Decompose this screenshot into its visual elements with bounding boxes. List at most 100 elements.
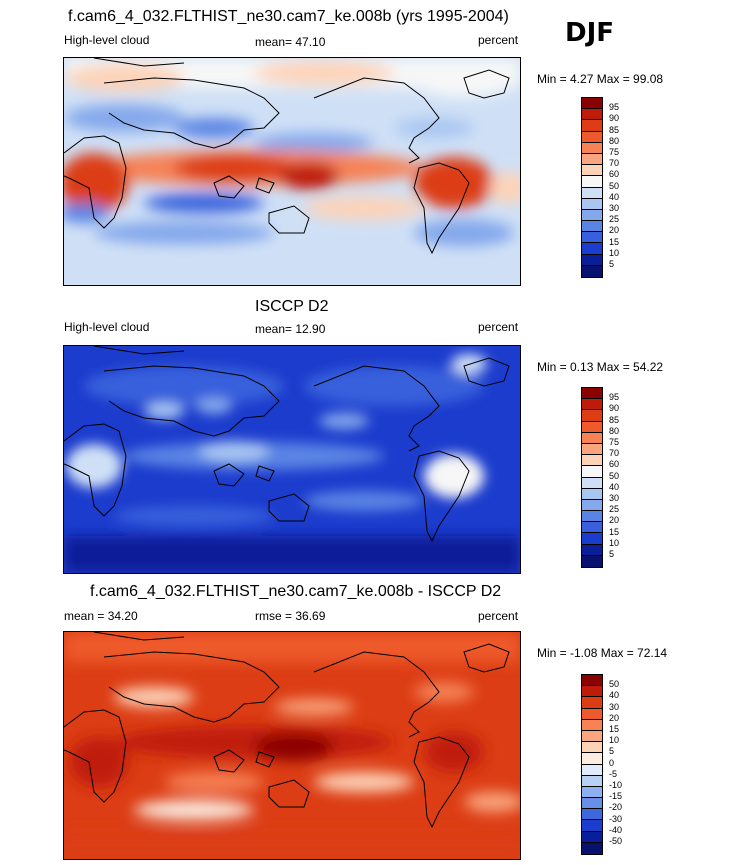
colorbar-tick-label: -20 xyxy=(609,802,623,813)
colorbar-swatch xyxy=(582,742,602,754)
colorbar-swatch xyxy=(582,265,602,277)
colorbar-tick-label: 95 xyxy=(609,392,620,403)
panel3-mean-label: mean = 34.20 xyxy=(64,609,138,623)
colorbar-tick-label: 25 xyxy=(609,504,620,515)
colorbar-tick-label: 50 xyxy=(609,679,620,690)
panel3-colorbar xyxy=(581,674,603,855)
colorbar-swatch xyxy=(582,399,602,411)
colorbar-swatch xyxy=(582,831,602,843)
colorbar-swatch xyxy=(582,730,602,743)
colorbar-tick-label: 20 xyxy=(609,225,620,236)
colorbar-swatch xyxy=(582,98,602,110)
colorbar-swatch xyxy=(582,719,602,731)
colorbar-swatch xyxy=(582,809,602,821)
colorbar-swatch xyxy=(582,165,602,177)
panel3-minmax-label: Min = -1.08 Max = 72.14 xyxy=(537,646,668,660)
panel1-units-label: percent xyxy=(478,33,519,47)
colorbar-swatch xyxy=(582,488,602,500)
panel1-variable-label: High-level cloud xyxy=(64,33,150,47)
colorbar-tick-label: 15 xyxy=(609,526,620,537)
colorbar-tick-label: -40 xyxy=(609,824,623,835)
panel3-colorbar-ticks: 50 40 30 20 15 10 5 0 -5 -10 -15 -20 -30 -40 -50 xyxy=(581,674,631,854)
colorbar-swatch xyxy=(582,232,602,244)
colorbar-swatch xyxy=(582,432,602,444)
colorbar-tick-label: -50 xyxy=(609,836,623,846)
colorbar-swatch xyxy=(582,555,602,567)
colorbar-tick-label: 40 xyxy=(609,481,620,492)
colorbar-swatch xyxy=(582,522,602,534)
colorbar-swatch xyxy=(582,764,602,776)
colorbar-tick-label: 30 xyxy=(609,203,620,213)
colorbar-swatch xyxy=(582,786,602,799)
panel1-minmax-label: Min = 4.27 Max = 99.08 xyxy=(537,72,664,86)
colorbar-tick-label: 60 xyxy=(609,169,620,180)
colorbar-swatch xyxy=(582,221,602,233)
colorbar-swatch xyxy=(582,176,602,188)
colorbar-swatch xyxy=(582,142,602,154)
season-label: DJF xyxy=(565,18,615,48)
colorbar-swatch xyxy=(582,109,602,121)
colorbar-swatch xyxy=(582,153,602,166)
colorbar-tick-label: 85 xyxy=(609,414,620,425)
panel2-title: ISCCP D2 xyxy=(255,298,329,315)
colorbar-tick-label: 20 xyxy=(609,515,620,526)
colorbar-swatch xyxy=(582,443,602,456)
panel1-colorbar xyxy=(581,97,603,278)
colorbar-swatch xyxy=(582,533,602,545)
colorbar-swatch xyxy=(582,511,602,523)
colorbar-tick-label: 10 xyxy=(609,537,620,548)
panel2-colorbar xyxy=(581,387,603,568)
colorbar-swatch xyxy=(582,187,602,199)
colorbar-tick-label: 40 xyxy=(609,690,620,701)
colorbar-tick-label: -15 xyxy=(609,791,623,802)
colorbar-swatch xyxy=(582,198,602,210)
colorbar-tick-label: 10 xyxy=(609,247,620,258)
panel1-map-svg xyxy=(64,58,520,285)
colorbar-swatch xyxy=(582,131,602,143)
colorbar-swatch xyxy=(582,466,602,478)
colorbar-tick-label: 30 xyxy=(609,701,620,712)
colorbar-tick-label: 25 xyxy=(609,214,620,225)
colorbar-swatch xyxy=(582,421,602,433)
colorbar-tick-label: 90 xyxy=(609,113,620,124)
colorbar-swatch xyxy=(582,798,602,810)
panel2-map xyxy=(63,345,521,574)
colorbar-tick-label: 50 xyxy=(609,470,620,481)
colorbar-tick-label: 90 xyxy=(609,403,620,414)
colorbar-tick-label: 60 xyxy=(609,459,620,470)
panel3-title: f.cam6_4_032.FLTHIST_ne30.cam7_ke.008b -… xyxy=(90,583,502,600)
panel3-map xyxy=(63,631,521,860)
colorbar-tick-label: 5 xyxy=(609,746,615,757)
colorbar-swatch xyxy=(582,477,602,489)
panel2-mean-label: mean= 12.90 xyxy=(255,322,326,336)
panel3-rmse-label: rmse = 36.69 xyxy=(255,609,326,623)
colorbar-tick-label: 20 xyxy=(609,712,620,723)
panel2-colorbar-ticks: 95 90 85 80 75 70 60 50 40 30 25 20 15 10 5 xyxy=(581,387,631,567)
colorbar-tick-label: -10 xyxy=(609,780,623,790)
colorbar-swatch xyxy=(582,820,602,832)
panel1-colorbar-ticks: 95 90 85 80 75 70 60 50 40 30 25 20 15 10 5 xyxy=(581,97,631,277)
colorbar-tick-label: 75 xyxy=(609,147,620,157)
colorbar-swatch xyxy=(582,209,602,222)
colorbar-swatch xyxy=(582,455,602,467)
colorbar-tick-label: -30 xyxy=(609,813,623,824)
colorbar-tick-label: 80 xyxy=(609,135,620,146)
colorbar-swatch xyxy=(582,775,602,787)
colorbar-swatch xyxy=(582,499,602,512)
colorbar-swatch xyxy=(582,697,602,709)
colorbar-swatch xyxy=(582,675,602,687)
colorbar-swatch xyxy=(582,544,602,556)
colorbar-tick-label: 95 xyxy=(609,102,620,113)
colorbar-swatch xyxy=(582,254,602,266)
panel1-map xyxy=(63,57,521,286)
colorbar-swatch xyxy=(582,753,602,765)
colorbar-tick-label: -5 xyxy=(609,768,618,779)
colorbar-tick-label: 40 xyxy=(609,191,620,202)
colorbar-tick-label: 5 xyxy=(609,259,615,269)
colorbar-tick-label: 50 xyxy=(609,180,620,191)
panel2-minmax-label: Min = 0.13 Max = 54.22 xyxy=(537,360,664,374)
panel2-map-svg xyxy=(64,346,520,573)
panel1-title: f.cam6_4_032.FLTHIST_ne30.cam7_ke.008b (… xyxy=(68,8,509,25)
colorbar-tick-label: 5 xyxy=(609,549,615,559)
colorbar-swatch xyxy=(582,243,602,255)
